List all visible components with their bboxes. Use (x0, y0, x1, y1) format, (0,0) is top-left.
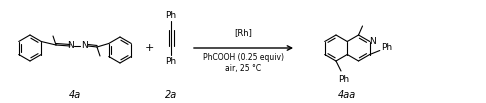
Text: 4aa: 4aa (338, 90, 356, 100)
Text: PhCOOH (0.25 equiv): PhCOOH (0.25 equiv) (203, 53, 284, 63)
Text: Ph: Ph (381, 43, 392, 52)
Text: N: N (67, 42, 73, 50)
Text: [Rh]: [Rh] (235, 29, 252, 37)
Text: N: N (81, 42, 87, 50)
Text: +: + (144, 43, 154, 53)
Text: Ph: Ph (165, 57, 176, 66)
Text: air, 25 °C: air, 25 °C (226, 64, 261, 74)
Text: 4a: 4a (69, 90, 81, 100)
Text: Ph: Ph (165, 12, 176, 20)
Text: N: N (369, 37, 376, 46)
Text: Ph: Ph (338, 74, 349, 84)
Text: 2a: 2a (165, 90, 177, 100)
